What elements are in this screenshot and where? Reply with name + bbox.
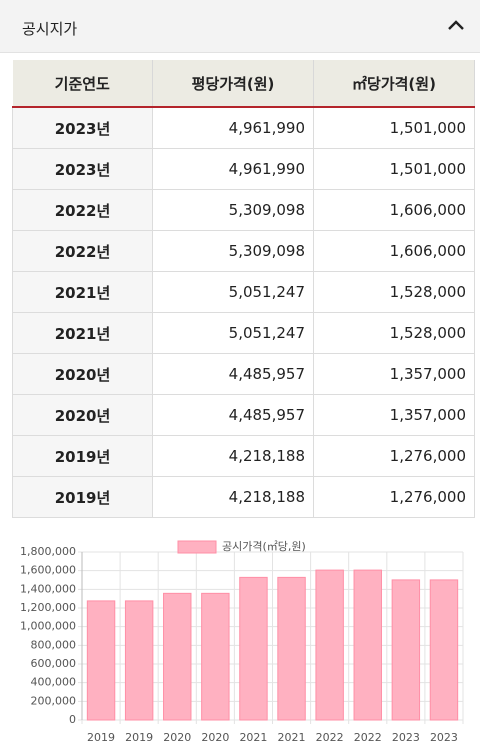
y-tick-label: 0 [69,713,76,726]
y-tick-label: 800,000 [31,638,77,651]
table-row: 2021년 5,051,247 1,528,000 [12,271,475,313]
bar [277,576,306,721]
bar [429,579,459,721]
bar [391,579,421,721]
x-tick-label: 2023 [392,731,420,744]
column-header: 평당가격(원) [152,60,314,108]
legend-swatch [177,540,217,554]
legend-label: 공시가격(㎡당,원) [222,540,306,553]
table-cell: 1,606,000 [313,230,475,272]
table-cell: 2019년 [12,476,153,518]
table-row: 2022년 5,309,098 1,606,000 [12,189,475,231]
table-cell: 4,218,188 [152,476,314,518]
column-header: ㎡당가격(원) [313,60,475,108]
table-row: 2021년 5,051,247 1,528,000 [12,312,475,354]
y-tick-label: 1,200,000 [20,601,76,614]
table-row: 2019년 4,218,188 1,276,000 [12,435,475,477]
table-cell: 4,485,957 [152,394,314,436]
bar [124,600,154,721]
collapse-icon[interactable] [446,17,466,33]
y-tick-label: 1,000,000 [20,620,76,633]
table-cell: 1,276,000 [313,435,475,477]
table-row: 2020년 4,485,957 1,357,000 [12,394,475,436]
table-cell: 2021년 [12,271,153,313]
table-cell: 4,485,957 [152,353,314,395]
y-tick-label: 200,000 [31,694,77,707]
table-cell: 1,357,000 [313,394,475,436]
x-tick-label: 2021 [278,731,306,744]
table-cell: 2020년 [12,394,153,436]
y-tick-label: 600,000 [31,657,77,670]
table-cell: 2023년 [12,106,153,149]
table-row: 2019년 4,218,188 1,276,000 [12,476,475,518]
x-tick-label: 2022 [316,731,344,744]
x-tick-label: 2020 [163,731,191,744]
y-tick-label: 1,400,000 [20,582,76,595]
chart: 0 200,000 400,000 600,000 800,000 1,000,000 1,… [20,540,464,744]
table-cell: 5,051,247 [152,312,314,354]
x-tick-label: 2021 [239,731,267,744]
table-cell: 5,309,098 [152,189,314,231]
section-header[interactable]: 공시지가 [0,0,480,53]
bar [353,569,382,721]
table-cell: 4,961,990 [152,148,314,190]
price-table: 기준연도 평당가격(원) ㎡당가격(원) 2023년 4,961,990 1,501,00… [12,60,475,518]
table-cell: 2023년 [12,148,153,190]
x-tick-label: 2019 [87,731,115,744]
table-cell: 2019년 [12,435,153,477]
y-tick-label: 1,600,000 [20,564,76,577]
table-header: 기준연도 평당가격(원) ㎡당가격(원) [12,60,475,108]
table-cell: 5,051,247 [152,271,314,313]
x-tick-label: 2023 [430,731,458,744]
table-cell: 1,276,000 [313,476,475,518]
bar [86,600,116,721]
y-tick-label: 400,000 [31,676,77,689]
x-tick-label: 2019 [125,731,153,744]
column-header: 기준연도 [12,60,153,108]
table-cell: 4,961,990 [152,106,314,149]
table-cell: 2022년 [12,189,153,231]
bar [201,592,230,721]
table-cell: 1,357,000 [313,353,475,395]
table-cell: 1,501,000 [313,148,475,190]
table-cell: 5,309,098 [152,230,314,272]
x-tick-label: 2020 [201,731,229,744]
table-cell: 4,218,188 [152,435,314,477]
y-tick-label: 1,800,000 [20,545,76,558]
bar [315,569,344,721]
x-tick-label: 2022 [354,731,382,744]
table-cell: 1,501,000 [313,106,475,149]
table-row: 2023년 4,961,990 1,501,000 [12,106,475,149]
table-row: 2022년 5,309,098 1,606,000 [12,230,475,272]
table-row: 2020년 4,485,957 1,357,000 [12,353,475,395]
bar [239,576,268,721]
table-cell: 1,528,000 [313,271,475,313]
section-title: 공시지가 [22,20,78,38]
table-row: 2023년 4,961,990 1,501,000 [12,148,475,190]
table-cell: 2022년 [12,230,153,272]
table-cell: 1,528,000 [313,312,475,354]
table-cell: 2020년 [12,353,153,395]
table-cell: 2021년 [12,312,153,354]
bar [163,592,192,721]
table-cell: 1,606,000 [313,189,475,231]
